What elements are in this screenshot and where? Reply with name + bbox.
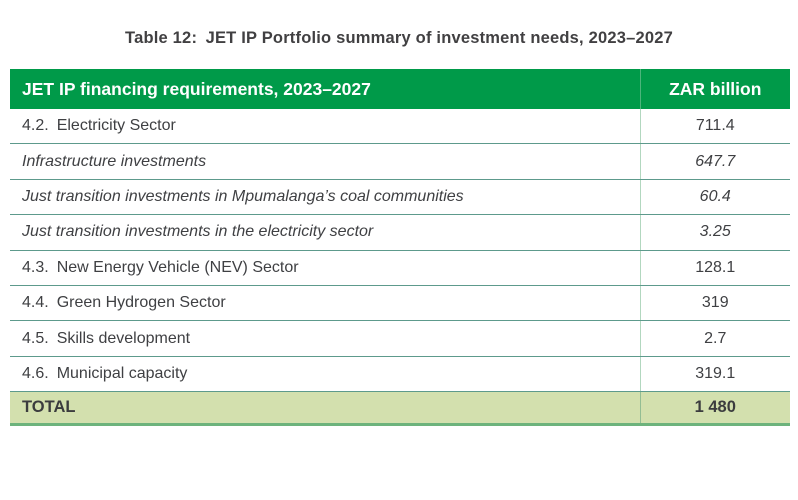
row-value: 711.4 [639, 109, 790, 145]
table-row: 4.6. Municipal capacity 319.1 [10, 356, 790, 393]
total-row: TOTAL 1 480 [10, 391, 790, 427]
table-row: 4.4. Green Hydrogen Sector 319 [10, 285, 790, 322]
row-value: 319 [639, 285, 790, 322]
table-row: 4.3. New Energy Vehicle (NEV) Sector 128.… [10, 250, 790, 286]
header-cell-requirements: JET IP financing requirements, 2023–2027 [10, 69, 640, 109]
row-value: 2.7 [639, 320, 790, 357]
row-label: 4.5. Skills development [10, 320, 640, 357]
page-title: Table 12: JET IP Portfolio summary of in… [125, 29, 673, 47]
row-value: 3.25 [639, 214, 790, 251]
table-row: Just transition investments in Mpumalang… [10, 179, 790, 216]
table-row: Infrastructure investments 647.7 [10, 143, 790, 180]
row-label: Just transition investments in the elect… [10, 214, 640, 251]
row-value: 319.1 [639, 356, 790, 393]
row-label: 4.4. Green Hydrogen Sector [10, 285, 640, 322]
header-cell-zar-billion: ZAR billion [639, 69, 790, 109]
investment-needs-table: JET IP financing requirements, 2023–2027… [10, 69, 790, 427]
row-value: 60.4 [639, 179, 790, 216]
total-value: 1 480 [639, 391, 790, 427]
table-header-row: JET IP financing requirements, 2023–2027… [10, 69, 790, 109]
row-value: 647.7 [639, 143, 790, 180]
row-label: Infrastructure investments [10, 143, 640, 180]
table-row: Just transition investments in the elect… [10, 214, 790, 251]
row-value: 128.1 [639, 250, 790, 286]
row-label: Just transition investments in Mpumalang… [10, 179, 640, 216]
row-label: 4.6. Municipal capacity [10, 356, 640, 393]
row-label: 4.2. Electricity Sector [10, 109, 640, 145]
table-row: 4.2. Electricity Sector 711.4 [10, 109, 790, 145]
table-body: 4.2. Electricity Sector 711.4 Infrastructu… [10, 109, 790, 393]
row-label: 4.3. New Energy Vehicle (NEV) Sector [10, 250, 640, 286]
total-label: TOTAL [10, 391, 640, 427]
table-row: 4.5. Skills development 2.7 [10, 320, 790, 357]
